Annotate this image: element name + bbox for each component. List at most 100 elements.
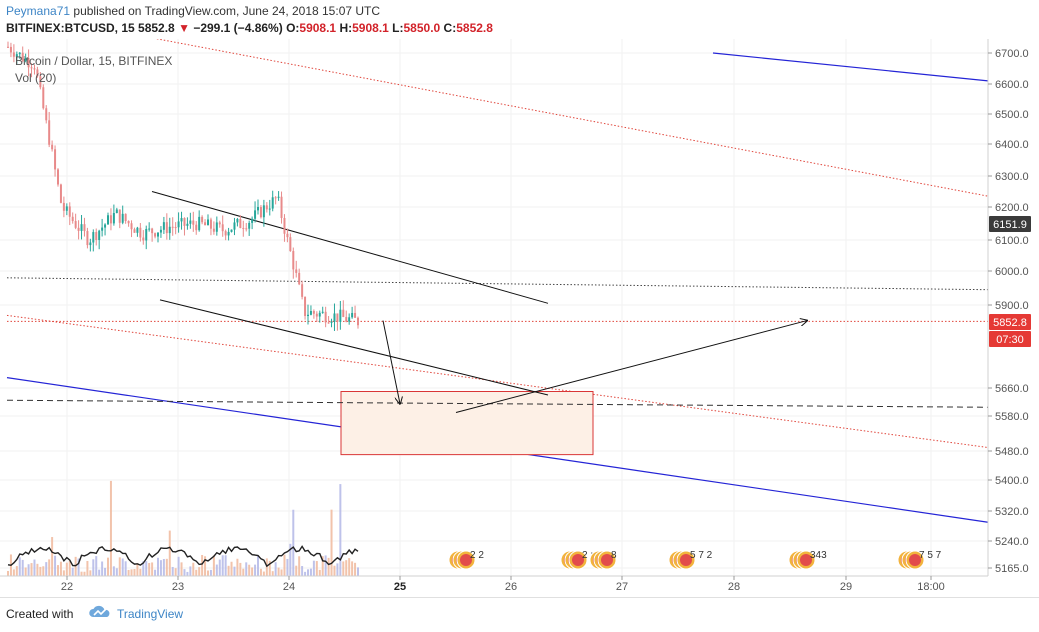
candle-body bbox=[98, 230, 101, 240]
published-text: published on TradingView.com, June 24, 2… bbox=[73, 4, 381, 18]
tradingview-link[interactable]: TradingView bbox=[117, 607, 184, 621]
candle-body bbox=[221, 224, 224, 232]
volume-bar bbox=[95, 556, 98, 576]
volume-bar bbox=[68, 560, 71, 576]
symbol-label: BITFINEX:BTCUSD, 15 bbox=[6, 21, 135, 35]
volume-bar bbox=[107, 557, 109, 576]
volume-bar bbox=[177, 556, 180, 576]
volume-bar bbox=[345, 560, 348, 576]
candle-body bbox=[283, 217, 286, 234]
candle-body bbox=[80, 224, 83, 231]
blue-channel-line[interactable] bbox=[712, 52, 989, 82]
channel-upper-line[interactable] bbox=[151, 191, 549, 304]
volume-bar bbox=[48, 559, 51, 576]
dotted-level[interactable] bbox=[6, 277, 989, 291]
volume-bar bbox=[39, 566, 42, 576]
candle-body bbox=[127, 221, 130, 224]
red-channel-lower[interactable] bbox=[6, 314, 989, 448]
volume-bar bbox=[51, 537, 54, 576]
volume-bar bbox=[130, 569, 133, 576]
volume-bar bbox=[65, 562, 68, 576]
price-tick-label: 6300.0 bbox=[995, 171, 1029, 183]
candle-body bbox=[174, 227, 177, 229]
volume-bar bbox=[315, 561, 318, 576]
candle-body bbox=[274, 197, 277, 199]
created-with-label: Created with bbox=[6, 607, 74, 621]
target-zone-box[interactable] bbox=[340, 391, 594, 456]
candle-body bbox=[292, 251, 295, 270]
economic-event-marker[interactable]: 2 : bbox=[560, 550, 593, 570]
open-value: 5908.1 bbox=[299, 21, 337, 35]
ohlc-line: BITFINEX:BTCUSD, 15 5852.8 ▼ −299.1 (−4.… bbox=[6, 21, 493, 35]
economic-event-marker[interactable]: 8 bbox=[589, 550, 617, 570]
candle-body bbox=[89, 242, 92, 246]
candle-body bbox=[74, 221, 77, 228]
volume-bar bbox=[18, 557, 21, 576]
event-markers[interactable]: 2 2 2 : 8 5 7 2 343 7 5 7 bbox=[448, 550, 942, 570]
candle-body bbox=[192, 220, 195, 225]
candle-body bbox=[262, 205, 265, 218]
channel-lower-line[interactable] bbox=[159, 299, 549, 396]
volume-bar bbox=[136, 563, 139, 576]
projection-arrow-down[interactable] bbox=[382, 320, 400, 404]
candle-body bbox=[301, 284, 304, 297]
candle-body bbox=[59, 184, 62, 203]
dashed-level[interactable] bbox=[6, 399, 989, 408]
grid-lines bbox=[0, 39, 988, 576]
plot-area[interactable] bbox=[0, 39, 988, 576]
event-marker-label: 343 bbox=[810, 550, 827, 561]
volume-bar bbox=[62, 570, 65, 576]
economic-event-marker[interactable]: 7 5 7 bbox=[897, 550, 942, 570]
candle-body bbox=[277, 196, 280, 198]
event-marker-label: 2 : bbox=[582, 550, 593, 561]
candle-body bbox=[68, 206, 71, 217]
economic-event-marker[interactable]: 5 7 2 bbox=[668, 550, 713, 570]
volume-bar bbox=[224, 555, 227, 576]
volume-bar bbox=[83, 571, 86, 576]
volume-bar bbox=[207, 570, 209, 576]
candle-body bbox=[209, 219, 212, 229]
volume-bar bbox=[42, 566, 45, 576]
candle-body bbox=[168, 226, 171, 234]
price-axis[interactable]: 6700.0 6600.0 6500.0 6400.0 6300.0 6200.0 6100… bbox=[988, 48, 1029, 575]
volume-bar bbox=[215, 564, 218, 576]
projection-arrow-up[interactable] bbox=[455, 321, 807, 413]
volume-bar bbox=[321, 556, 324, 576]
candle-body bbox=[45, 108, 48, 121]
volume-bar bbox=[157, 557, 159, 576]
volume-bar bbox=[45, 562, 48, 576]
volume-bar bbox=[12, 569, 15, 576]
price-tick-label: 5900.0 bbox=[995, 300, 1029, 312]
candle-body bbox=[318, 312, 321, 317]
candle-body bbox=[165, 222, 168, 234]
volume-bar bbox=[318, 569, 321, 576]
volume-bar bbox=[171, 566, 174, 576]
candle-body bbox=[145, 228, 148, 241]
high-label: H: bbox=[339, 21, 353, 35]
candle-body bbox=[21, 52, 24, 61]
volume-bar bbox=[154, 569, 157, 576]
price-tick-label: 6500.0 bbox=[995, 109, 1029, 121]
price-tick-label: 6600.0 bbox=[995, 79, 1029, 91]
candle-body bbox=[315, 313, 318, 317]
volume-bar bbox=[30, 563, 33, 576]
volume-bar bbox=[77, 558, 80, 576]
candle-body bbox=[154, 233, 157, 237]
candle-body bbox=[83, 224, 86, 232]
candle-body bbox=[304, 296, 307, 317]
volume-bar bbox=[257, 555, 259, 576]
candle-body bbox=[227, 231, 230, 236]
economic-event-marker[interactable]: 343 bbox=[788, 550, 827, 570]
economic-event-marker[interactable]: 2 2 bbox=[448, 550, 484, 570]
volume-bar bbox=[239, 562, 242, 576]
author-link[interactable]: Peymana71 bbox=[6, 4, 71, 18]
candle-body bbox=[148, 228, 151, 230]
red-channel-upper[interactable] bbox=[150, 39, 989, 197]
candle-body bbox=[139, 227, 142, 238]
time-axis[interactable]: 22 23 24 25 26 27 28 29 18:00 bbox=[61, 576, 945, 593]
time-tick-label: 27 bbox=[616, 581, 628, 593]
candle-body bbox=[242, 227, 245, 229]
volume-bar bbox=[236, 558, 239, 576]
candle-body bbox=[162, 222, 165, 230]
